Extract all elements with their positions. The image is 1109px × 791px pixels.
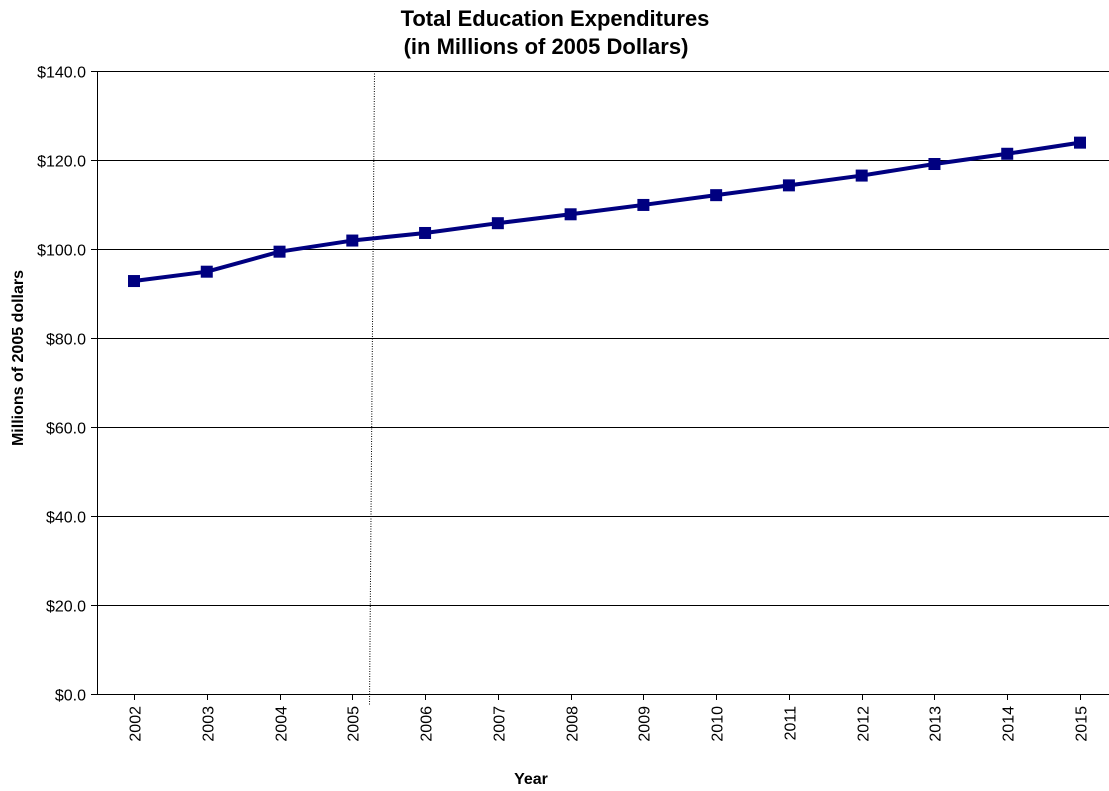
y-tick-label: $140.0 <box>37 65 86 82</box>
x-tick-labels: 2002 2003 2004 2005 2006 2007 2008 2009 2010 2011… <box>128 706 1091 742</box>
data-point-marker <box>1001 147 1014 160</box>
data-point-marker <box>128 275 140 288</box>
data-point-marker <box>637 198 650 211</box>
y-tick-label: $80.0 <box>46 332 86 349</box>
data-point-marker <box>782 179 795 192</box>
x-tick-label: 2012 <box>856 706 873 742</box>
y-tick-label: $20.0 <box>46 599 86 616</box>
data-point-marker <box>1074 136 1086 149</box>
data-point-marker <box>491 217 504 230</box>
data-point-marker <box>564 208 577 221</box>
series-group <box>128 136 1086 288</box>
x-tick-label: 2013 <box>928 706 945 742</box>
data-point-marker <box>273 245 286 258</box>
x-tick-label: 2005 <box>346 706 363 742</box>
x-tick-label: 2011 <box>783 706 800 741</box>
x-tick-label: 2002 <box>128 706 145 742</box>
y-tick-labels: $0.0 $20.0 $40.0 $60.0 $80.0 $100.0 $120.0 $140… <box>37 65 86 705</box>
y-tick-label: $40.0 <box>46 510 86 527</box>
series-line <box>133 140 1081 284</box>
x-tick-label: 2008 <box>565 706 582 742</box>
x-tick-label: 2004 <box>274 706 291 742</box>
data-point-marker <box>928 158 941 171</box>
data-point-marker <box>200 265 213 278</box>
y-tick-label: $0.0 <box>55 688 86 705</box>
data-point-marker <box>710 189 723 202</box>
data-point-marker <box>855 169 868 182</box>
x-tick-label: 2007 <box>492 706 509 742</box>
reference-line <box>369 70 375 707</box>
x-tick-label: 2009 <box>637 706 654 742</box>
chart-title-line-1: Total Education Expenditures <box>401 6 710 31</box>
data-point-marker <box>419 226 432 239</box>
x-tick-label: 2006 <box>419 706 436 742</box>
x-tick-label: 2003 <box>201 706 218 742</box>
x-tick-label: 2015 <box>1074 706 1091 742</box>
gridlines <box>97 71 1109 606</box>
reference-line-group <box>369 70 375 707</box>
x-tick-label: 2010 <box>710 706 727 742</box>
axes <box>91 71 1109 700</box>
y-tick-label: $120.0 <box>37 154 86 171</box>
y-tick-label: $60.0 <box>46 421 86 438</box>
x-axis-title: Year <box>514 771 548 788</box>
chart-title-line-2: (in Millions of 2005 Dollars) <box>404 34 689 59</box>
y-tick-label: $100.0 <box>37 243 86 260</box>
x-tick-label: 2014 <box>1001 706 1018 742</box>
data-point-marker <box>346 234 359 247</box>
y-axis-title: Millions of 2005 dollars <box>10 270 27 446</box>
